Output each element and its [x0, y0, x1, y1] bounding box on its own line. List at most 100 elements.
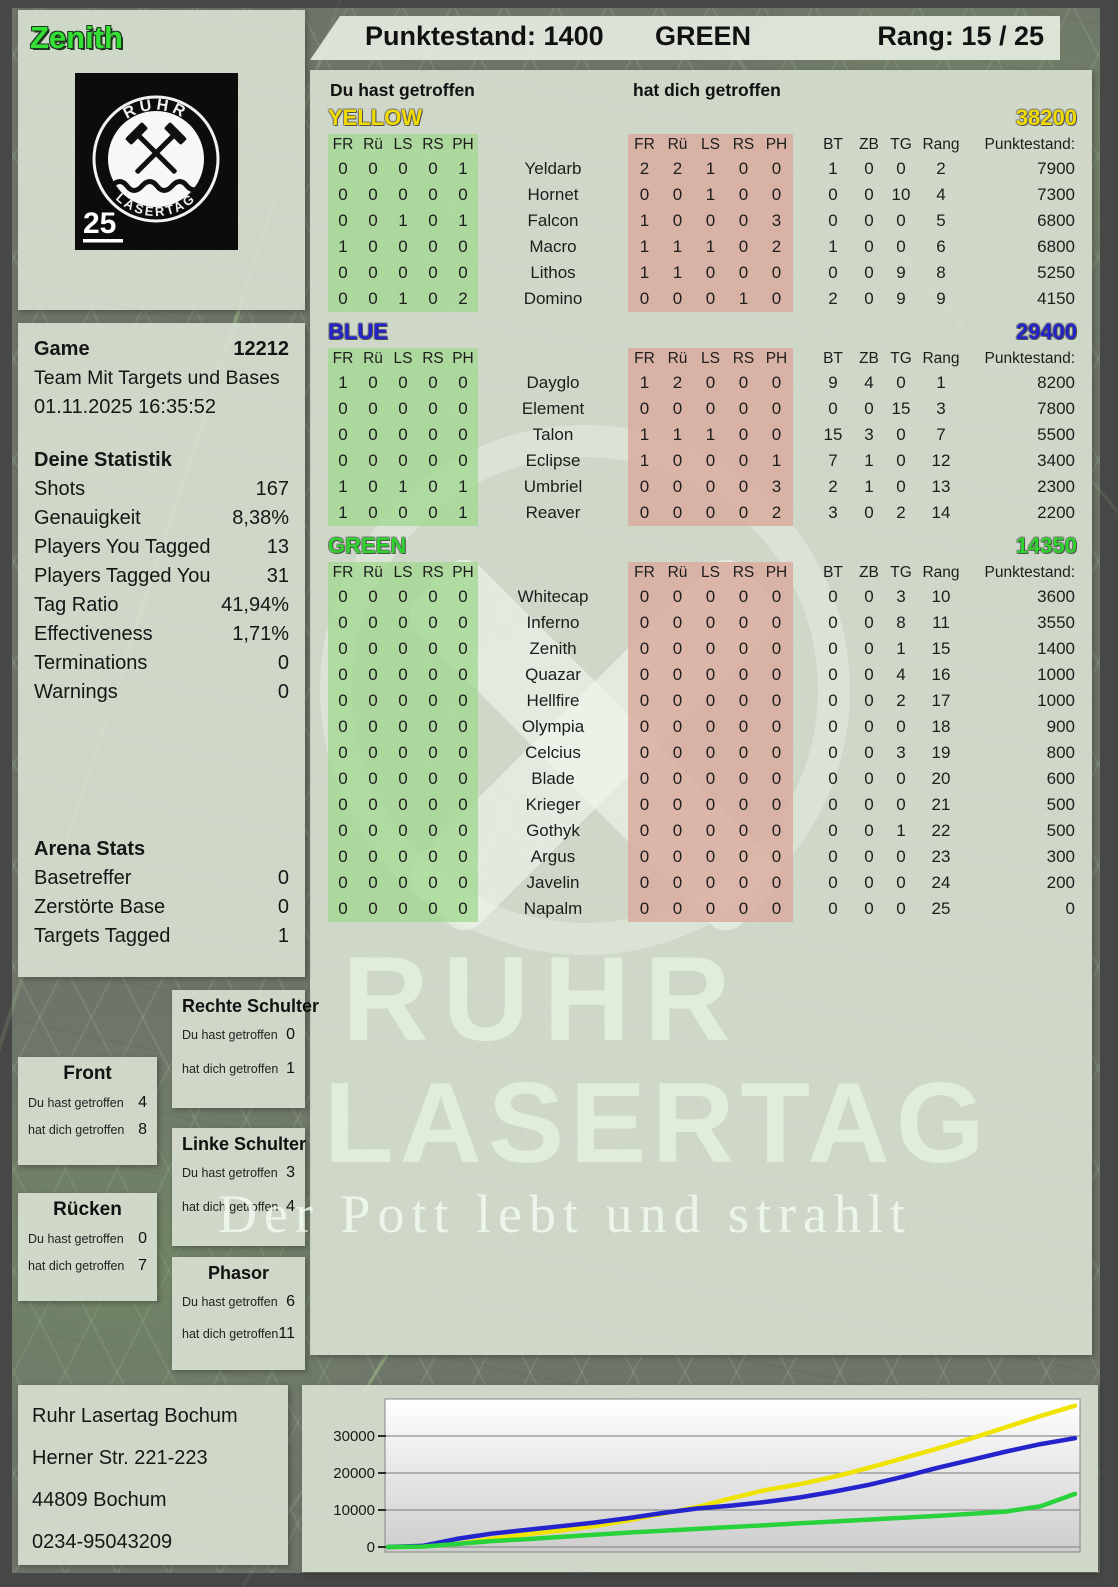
- hit-you-cell: 0: [661, 448, 694, 474]
- team-header: GREEN: [655, 21, 752, 51]
- you-hit-cell: 0: [328, 766, 358, 792]
- player-panel: Zenith RUHR: [18, 10, 305, 310]
- hit-you-cell: 0: [661, 182, 694, 208]
- column-header: ZB: [859, 136, 879, 153]
- basetreffer-cell: 0: [828, 795, 838, 814]
- team-table: FR Rü LS RS PH FR Rü LS RS PH BT ZB TG Rang Punktestan…: [328, 562, 1077, 922]
- spacer: [793, 422, 813, 448]
- targets-cell: 3: [896, 743, 906, 762]
- player-row: 0 0 0 0 0 Inferno 0 0 0 0 0 0 0 8 11 3550: [328, 610, 1077, 636]
- targets-cell: 1: [896, 639, 906, 658]
- player-row: 1 0 1 0 1 Umbriel 0 0 0 0 3 2 1 0 13 2300: [328, 474, 1077, 500]
- player-name: Javelin: [526, 873, 580, 892]
- rang-cell: 25: [931, 899, 951, 918]
- hit-you-cell: 0: [727, 610, 760, 636]
- you-hit-cell: 0: [418, 636, 448, 662]
- points-cell: 7900: [1037, 159, 1075, 178]
- you-hit-cell: 0: [388, 370, 418, 396]
- column-header: Punktestand:: [984, 350, 1075, 367]
- you-hit-cell: 0: [448, 448, 478, 474]
- you-hit-cell: 0: [418, 766, 448, 792]
- you-hit-cell: 0: [448, 714, 478, 740]
- targets-cell: 3: [896, 587, 906, 606]
- hit-you-value: 4: [286, 1198, 295, 1215]
- basetreffer-cell: 1: [828, 159, 838, 178]
- player-name: Quazar: [525, 665, 581, 684]
- hit-you-cell: 0: [694, 396, 727, 422]
- spacer: [793, 474, 813, 500]
- hit-you-cell: 1: [694, 234, 727, 260]
- player-row: 0 0 0 0 1 Yeldarb 2 2 1 0 0 1 0 0 2 7900: [328, 156, 1077, 182]
- zerstoerte-base-cell: 0: [864, 743, 874, 762]
- hit-you-cell: 2: [628, 156, 661, 182]
- you-hit-cell: 0: [388, 818, 418, 844]
- game-datetime: 01.11.2025 16:35:52: [34, 396, 217, 418]
- hit-you-cell: 2: [760, 500, 793, 526]
- zerstoerte-base-cell: 0: [864, 211, 874, 230]
- hit-you-cell: 1: [694, 422, 727, 448]
- hit-you-cell: 0: [694, 870, 727, 896]
- hit-you-cell: 0: [661, 714, 694, 740]
- points-cell: 7300: [1037, 185, 1075, 204]
- you-hit-cell: 0: [358, 662, 388, 688]
- zerstoerte-base-cell: 1: [864, 451, 874, 470]
- hit-you-cell: 0: [760, 182, 793, 208]
- basetreffer-cell: 0: [828, 691, 838, 710]
- game-label: Game: [34, 338, 90, 360]
- you-hit-cell: 0: [388, 714, 418, 740]
- column-header: PH: [448, 134, 478, 156]
- you-hit-cell: 0: [358, 584, 388, 610]
- hit-you-cell: 0: [661, 636, 694, 662]
- column-header: TG: [890, 350, 912, 367]
- column-header: Rang: [922, 136, 960, 153]
- hit-you-cell: 0: [661, 740, 694, 766]
- bodypart-title: Rechte Schulter: [182, 996, 320, 1016]
- score-table-panel: Du hast getroffen hat dich getroffen YEL…: [310, 70, 1092, 1355]
- you-hit-label: Du hast getroffen: [28, 1096, 124, 1110]
- team-section-green: GREEN 14350 FR Rü LS RS PH FR Rü LS RS PH BT ZB TG Rang…: [310, 532, 1092, 922]
- column-header: Rü: [661, 562, 694, 584]
- basetreffer-cell: 2: [828, 289, 838, 308]
- basetreffer-cell: 0: [828, 717, 838, 736]
- basetreffer-cell: 0: [828, 873, 838, 892]
- hit-you-cell: 0: [727, 636, 760, 662]
- you-hit-cell: 0: [358, 766, 388, 792]
- player-row: 0 0 0 0 0 Olympia 0 0 0 0 0 0 0 0 18 900: [328, 714, 1077, 740]
- hit-you-cell: 0: [661, 766, 694, 792]
- targets-cell: 0: [896, 373, 906, 392]
- hit-you-cell: 0: [760, 260, 793, 286]
- rang-cell: 9: [936, 289, 946, 308]
- player-row: 0 0 0 0 0 Javelin 0 0 0 0 0 0 0 0 24 200: [328, 870, 1077, 896]
- player-row: 0 0 0 0 0 Hornet 0 0 1 0 0 0 0 10 4 7300: [328, 182, 1077, 208]
- basetreffer-cell: 0: [828, 743, 838, 762]
- player-name: Reaver: [525, 503, 581, 522]
- you-hit-value: 6: [286, 1293, 295, 1310]
- hit-you-cell: 1: [628, 260, 661, 286]
- stat-row: Players You Tagged 13: [34, 536, 289, 558]
- points-cell: 500: [1046, 821, 1075, 840]
- column-header: LS: [388, 348, 418, 370]
- spacer: [793, 562, 813, 584]
- targets-cell: 0: [896, 237, 906, 256]
- you-hit-cell: 0: [418, 662, 448, 688]
- you-hit-cell: 0: [388, 688, 418, 714]
- hit-you-cell: 0: [727, 844, 760, 870]
- hit-you-cell: 0: [694, 896, 727, 922]
- hit-you-cell: 1: [727, 286, 760, 312]
- hit-you-cell: 0: [760, 766, 793, 792]
- points-cell: 7800: [1037, 399, 1075, 418]
- you-hit-cell: 0: [358, 610, 388, 636]
- hit-you-cell: 0: [760, 286, 793, 312]
- you-hit-column-label: Du hast getroffen: [330, 80, 475, 100]
- venue-address-panel: Ruhr Lasertag Bochum Herner Str. 221-223…: [18, 1385, 288, 1565]
- rang-cell: 2: [936, 159, 946, 178]
- rang-cell: 19: [931, 743, 951, 762]
- you-hit-cell: 0: [418, 740, 448, 766]
- hit-you-cell: 1: [628, 422, 661, 448]
- hit-you-cell: 0: [628, 286, 661, 312]
- you-hit-cell: 0: [328, 844, 358, 870]
- hit-you-cell: 1: [661, 422, 694, 448]
- targets-cell: 9: [896, 289, 906, 308]
- stat-row: Players Tagged You 31: [34, 565, 289, 587]
- hit-you-column-label: hat dich getroffen: [633, 80, 781, 100]
